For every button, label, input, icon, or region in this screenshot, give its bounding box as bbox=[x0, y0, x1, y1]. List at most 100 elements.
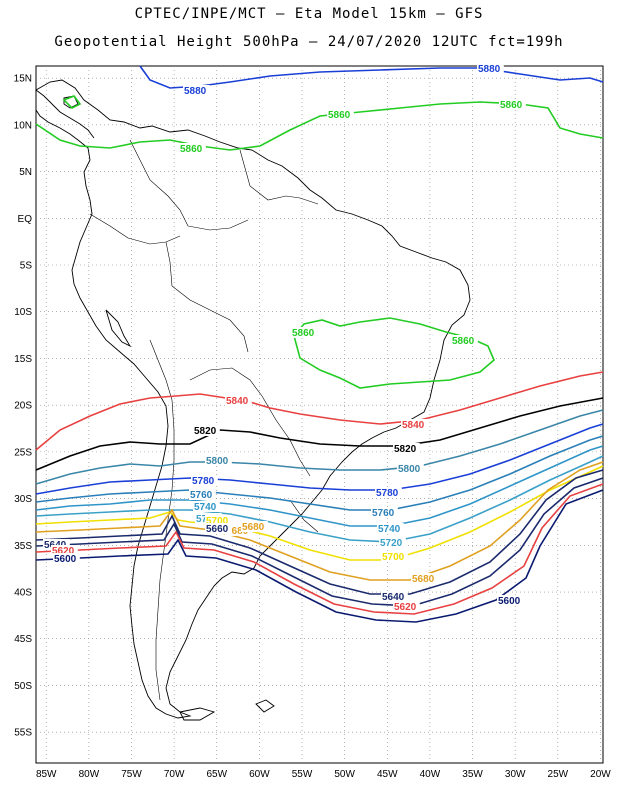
contour-5760 bbox=[35, 435, 604, 511]
contour-label-5880: 5880 bbox=[184, 86, 207, 97]
contour-5680 bbox=[35, 461, 604, 581]
contour-label-5760: 5760 bbox=[190, 490, 213, 501]
contour-label-5680: 5680 bbox=[412, 574, 435, 585]
contour-5820 bbox=[35, 397, 604, 471]
lon-tick-label: 60W bbox=[249, 769, 270, 780]
contour-labels: 5880 5880 5860 5860 5860 5860 5860 5840 5840 5820… bbox=[43, 63, 526, 613]
lon-tick-label: 80W bbox=[79, 769, 100, 780]
contour-label-bg bbox=[241, 521, 268, 532]
contour-label-bg bbox=[375, 487, 402, 498]
contour-label-bg bbox=[225, 395, 252, 406]
lon-tick-label: 45W bbox=[377, 769, 398, 780]
contour-label-5680: 5680 bbox=[226, 526, 249, 537]
lon-tick-label: 30W bbox=[505, 769, 526, 780]
lon-tick-label: 50W bbox=[334, 769, 355, 780]
land-outline bbox=[35, 79, 471, 721]
contour-5800 bbox=[35, 409, 604, 485]
contour-5860-north bbox=[35, 101, 604, 151]
contour-5720 bbox=[35, 455, 604, 543]
lat-lon-grid bbox=[36, 66, 603, 763]
border-brazil-venezuela bbox=[187, 219, 249, 231]
lon-tick-label: 40W bbox=[420, 769, 441, 780]
south-america-coastline bbox=[35, 79, 471, 719]
map-title-line1: CPTEC/INPE/MCT – Eta Model 15km – GFS bbox=[134, 6, 484, 22]
falklands bbox=[255, 699, 275, 713]
contour-label-5860: 5860 bbox=[452, 336, 475, 347]
contour-label-5780: 5780 bbox=[376, 488, 399, 499]
contour-label-bg bbox=[397, 463, 424, 474]
contour-label-5640: 5640 bbox=[382, 592, 405, 603]
contour-label-bg bbox=[393, 601, 420, 612]
lat-tick-label: 50S bbox=[14, 681, 32, 692]
contour-label-bg bbox=[411, 573, 438, 584]
lat-tick-label: 15N bbox=[14, 74, 32, 85]
lon-tick-label: 75W bbox=[121, 769, 142, 780]
contour-label-bg bbox=[499, 99, 526, 110]
lon-tick-label: 85W bbox=[36, 769, 57, 780]
lat-tick-label: 30S bbox=[14, 494, 32, 505]
contour-label-5680: 5680 bbox=[242, 522, 265, 533]
border-argentina-chile bbox=[155, 399, 175, 701]
contour-label-bg bbox=[193, 425, 220, 436]
lat-tick-label: EQ bbox=[18, 214, 33, 225]
axis-ticks: 15N 10N 5N EQ 5S 10S 15S 20S 25S 30S 35S 40S 45S 50S 5… bbox=[14, 74, 612, 780]
contour-label-bg bbox=[377, 523, 404, 534]
contour-label-5860: 5860 bbox=[328, 110, 351, 121]
border-bolivia-paraguay bbox=[189, 367, 263, 397]
contour-label-5600: 5600 bbox=[54, 554, 77, 565]
lon-tick-label: 65W bbox=[206, 769, 227, 780]
contour-label-5620: 5620 bbox=[394, 602, 417, 613]
contour-label-5700: 5700 bbox=[206, 516, 229, 527]
contour-label-bg bbox=[191, 475, 218, 486]
contour-5860-lake bbox=[62, 95, 82, 109]
contour-label-5800: 5800 bbox=[206, 456, 229, 467]
contour-label-bg bbox=[381, 591, 408, 602]
contour-label-5700: 5700 bbox=[382, 552, 405, 563]
lat-tick-label: 40S bbox=[14, 588, 32, 599]
lat-tick-label: 35S bbox=[14, 541, 32, 552]
contour-label-bg bbox=[371, 507, 398, 518]
lat-tick-label: 10S bbox=[14, 307, 32, 318]
contour-5660 bbox=[35, 469, 604, 595]
lat-tick-label: 5S bbox=[20, 261, 33, 272]
lake-titicaca bbox=[105, 309, 132, 348]
lat-tick-label: 15S bbox=[14, 354, 32, 365]
contour-label-bg bbox=[379, 537, 406, 548]
contour-5880-north bbox=[139, 65, 604, 89]
central-america-coastline bbox=[35, 89, 95, 139]
contour-lines bbox=[35, 65, 604, 623]
lat-tick-label: 10N bbox=[14, 120, 32, 131]
border-colombia-venezuela bbox=[129, 139, 189, 227]
contour-label-bg bbox=[189, 489, 216, 500]
contour-label-5840: 5840 bbox=[226, 396, 249, 407]
contour-label-bg bbox=[205, 515, 232, 526]
contour-label-bg bbox=[451, 335, 478, 346]
lon-tick-label: 55W bbox=[292, 769, 313, 780]
contour-label-bg bbox=[205, 523, 232, 534]
contour-label-5860: 5860 bbox=[180, 144, 203, 155]
contour-label-bg bbox=[381, 551, 408, 562]
contour-label-5740: 5740 bbox=[194, 502, 217, 513]
lat-tick-label: 25S bbox=[14, 447, 32, 458]
lon-tick-label: 25W bbox=[548, 769, 569, 780]
contour-label-bg bbox=[225, 525, 252, 536]
contour-label-5720: 5720 bbox=[380, 538, 403, 549]
contour-label-bg bbox=[183, 85, 210, 96]
contour-5700 bbox=[35, 465, 604, 561]
contour-label-bg bbox=[205, 455, 232, 466]
lon-tick-label: 20W bbox=[590, 769, 611, 780]
contour-5620 bbox=[35, 483, 604, 615]
contour-5780 bbox=[35, 423, 604, 495]
contour-label-bg bbox=[193, 501, 220, 512]
contour-label-bg bbox=[497, 595, 524, 606]
border-colombia-peru bbox=[89, 213, 181, 245]
contour-5740 bbox=[35, 445, 604, 527]
contour-label-5860: 5860 bbox=[292, 328, 315, 339]
contour-label-bg bbox=[179, 143, 206, 154]
contour-label-5800: 5800 bbox=[398, 464, 421, 475]
contour-label-bg bbox=[477, 63, 504, 74]
contour-label-5860: 5860 bbox=[500, 100, 523, 111]
contour-label-5820: 5820 bbox=[394, 444, 417, 455]
lon-tick-label: 70W bbox=[164, 769, 185, 780]
